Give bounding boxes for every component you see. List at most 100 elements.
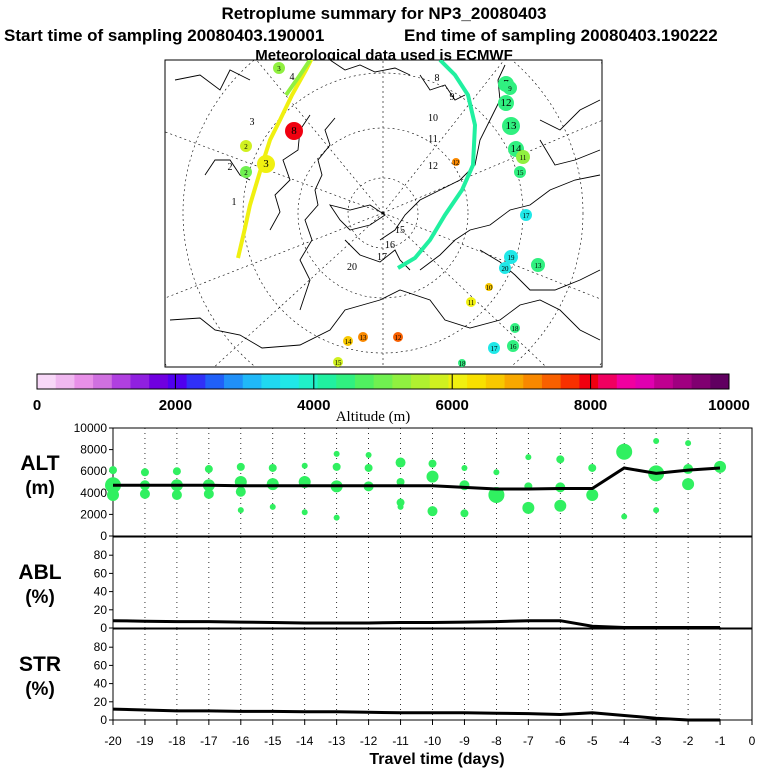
x-tick-label: -9: [459, 734, 470, 748]
colorbar-tick-label: 8000: [574, 397, 607, 414]
cluster-label: 17: [491, 345, 499, 353]
colorbar-swatch: [523, 374, 543, 389]
colorbar-label: Altitude (m): [336, 409, 411, 425]
cluster-dot: [485, 283, 493, 291]
cluster-dot: [285, 122, 303, 140]
y-tick-label: 40: [94, 677, 108, 691]
cluster-dot: [458, 359, 466, 367]
x-tick-label: -3: [651, 734, 662, 748]
x-tick-label: -16: [232, 734, 250, 748]
y-tick-label: 4000: [80, 486, 107, 500]
cluster-label: 9: [508, 85, 512, 93]
cluster-dot: [240, 140, 252, 152]
panel-label: ALT: [20, 452, 59, 475]
trajectory-label-12: 20: [347, 262, 357, 273]
colorbar-swatch: [448, 374, 468, 389]
trajectory-label-10: 16: [385, 240, 395, 251]
cluster-dot: [516, 150, 530, 164]
cluster-altitude-point: [332, 462, 341, 471]
panel-label: STR: [19, 653, 61, 676]
x-tick-label: -6: [555, 734, 566, 748]
cluster-label: 12: [501, 97, 512, 109]
cluster-label: 17: [523, 212, 531, 220]
cluster-altitude-point: [616, 443, 633, 460]
x-tick-label: -13: [328, 734, 346, 748]
x-tick-label: -7: [523, 734, 534, 748]
colorbar-tick-label: 6000: [436, 397, 469, 414]
x-tick-label: -2: [683, 734, 694, 748]
colorbar-swatch: [411, 374, 431, 389]
cluster-dot: [531, 258, 545, 272]
colorbar-swatch: [186, 374, 206, 389]
cluster-label: 8: [291, 125, 297, 137]
colorbar-swatch: [560, 374, 580, 389]
colorbar-swatch: [55, 374, 75, 389]
y-tick-label: 60: [94, 566, 108, 580]
colorbar-swatch: [598, 374, 618, 389]
panel-unit: (m): [25, 478, 55, 499]
cluster-altitude-point: [556, 455, 565, 464]
y-tick-label: 80: [94, 548, 108, 562]
colorbar-swatch: [205, 374, 225, 389]
map-cluster: 18: [458, 359, 466, 367]
cluster-altitude-point: [428, 459, 437, 468]
cluster-altitude-point: [107, 488, 119, 501]
cluster-label: 12: [395, 334, 403, 342]
map-cluster: 13: [358, 332, 368, 342]
cluster-altitude-point: [236, 462, 245, 471]
cluster-dot: [499, 262, 511, 274]
series-line-alt: [113, 466, 721, 491]
cluster-altitude-point: [588, 463, 597, 472]
cluster-altitude-point: [139, 488, 150, 499]
cluster-label: 2: [244, 143, 248, 151]
y-tick-label: 8000: [80, 443, 107, 457]
cluster-altitude-point: [653, 437, 660, 444]
x-tick-label: -17: [200, 734, 218, 748]
cluster-altitude-point: [653, 507, 660, 514]
cluster-dot: [466, 297, 476, 307]
map-cluster: 17: [488, 342, 500, 354]
cluster-altitude-point: [171, 489, 182, 500]
cluster-label: 11: [468, 299, 475, 307]
map-cluster: 3: [273, 62, 285, 74]
x-tick-label: -10: [424, 734, 442, 748]
colorbar-swatch: [93, 374, 113, 389]
cluster-altitude-point: [395, 457, 406, 468]
cluster-altitude-point: [396, 478, 405, 486]
cluster-altitude-point: [364, 463, 373, 472]
map-clusters: 3832279121314111517192013141312151716181…: [240, 62, 545, 367]
x-tick-label: -20: [104, 734, 122, 748]
y-tick-label: 20: [94, 603, 108, 617]
cluster-dot: [273, 62, 285, 74]
cluster-label: 19: [508, 254, 516, 262]
trajectory-label-6: 10: [428, 113, 438, 124]
cluster-label: 20: [502, 265, 510, 273]
trajectory-label-7: 11: [428, 134, 438, 145]
cluster-altitude-point: [140, 468, 149, 477]
cluster-altitude-point: [204, 465, 213, 474]
map-cluster: 12: [498, 95, 514, 111]
cluster-altitude-point: [621, 513, 628, 520]
x-tick-label: -11: [392, 734, 409, 748]
y-tick-label: 0: [100, 529, 107, 543]
cluster-dot: [514, 166, 526, 178]
colorbar-swatch: [317, 374, 337, 389]
cluster-label: 15: [335, 359, 343, 367]
x-tick-label: 0: [749, 734, 756, 748]
cluster-dot: [502, 117, 520, 135]
map-cluster: 2: [240, 166, 252, 178]
trajectory-label-4: 8: [435, 73, 440, 84]
cluster-dot: [343, 336, 353, 346]
cluster-altitude-point: [365, 452, 372, 458]
map-cluster: 11: [466, 297, 476, 307]
cluster-dot: [333, 357, 343, 367]
map-cluster: 20: [499, 262, 511, 274]
cluster-label: 14: [511, 143, 523, 155]
map-cluster: 15: [514, 166, 526, 178]
map-cluster: 13: [531, 258, 545, 272]
cluster-altitude-point: [266, 478, 279, 491]
x-tick-label: -8: [491, 734, 502, 748]
y-tick-label: 40: [94, 585, 108, 599]
